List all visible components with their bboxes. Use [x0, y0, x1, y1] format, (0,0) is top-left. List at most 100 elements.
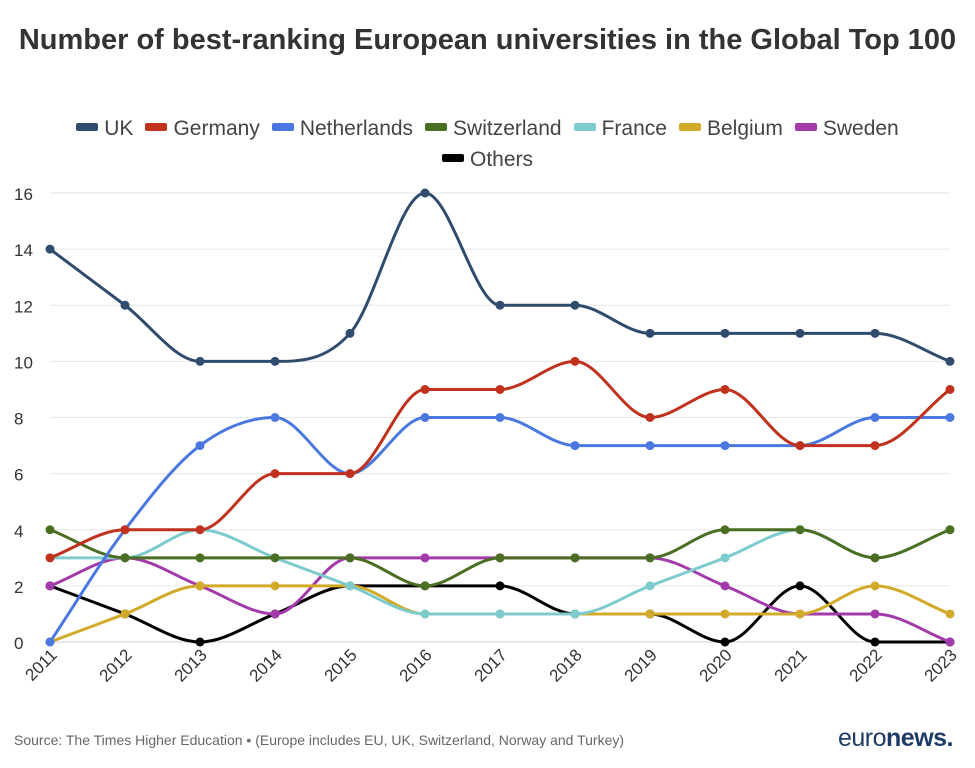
legend-label: Belgium [706, 117, 783, 140]
data-point [345, 469, 355, 479]
data-point [420, 553, 430, 563]
data-point [570, 356, 580, 366]
data-point [45, 637, 55, 647]
data-point [420, 581, 430, 591]
series-france [45, 525, 955, 619]
logo-light: euro [837, 724, 887, 752]
data-point [270, 356, 280, 366]
data-point [870, 553, 880, 563]
data-point [420, 188, 430, 198]
data-point [120, 609, 130, 619]
y-tick-label: 14 [14, 241, 33, 260]
data-point [345, 553, 355, 563]
data-point [870, 637, 880, 647]
x-tick-label: 2022 [846, 645, 886, 685]
data-point [870, 609, 880, 619]
x-tick-label: 2020 [696, 645, 736, 685]
legend-item-5[interactable]: Belgium [678, 113, 783, 144]
series-line [50, 528, 951, 616]
data-point [45, 525, 55, 535]
data-point [495, 300, 505, 310]
data-point [195, 581, 205, 591]
legend-swatch [425, 123, 448, 132]
legend-label: France [601, 117, 667, 140]
series-germany [45, 356, 955, 563]
data-point [870, 413, 880, 422]
data-point [420, 413, 430, 422]
data-point [945, 413, 955, 422]
x-tick-label: 2011 [22, 645, 61, 684]
legend-swatch [573, 123, 596, 132]
data-point [870, 581, 880, 591]
legend-swatch [441, 154, 464, 163]
data-point [495, 553, 505, 563]
legend-label: UK [104, 117, 134, 140]
series-sweden [45, 553, 955, 647]
legend-item-4[interactable]: France [573, 113, 667, 144]
x-tick-label: 2019 [621, 645, 661, 685]
data-point [795, 609, 805, 619]
series-uk [45, 188, 955, 366]
data-point [945, 609, 955, 619]
legend-item-3[interactable]: Switzerland [425, 113, 562, 144]
y-tick-label: 16 [14, 185, 33, 204]
legend-item-7[interactable]: Others [441, 144, 534, 175]
data-point [645, 581, 655, 591]
euronews-logo: euronews. [837, 724, 954, 753]
data-point [720, 609, 730, 619]
data-point [945, 637, 955, 647]
x-tick-label: 2023 [921, 645, 961, 685]
legend-item-2[interactable]: Netherlands [271, 113, 414, 144]
data-point [120, 525, 130, 535]
y-tick-label: 12 [14, 297, 33, 316]
data-point [570, 609, 580, 619]
data-point [570, 553, 580, 563]
data-point [120, 300, 130, 310]
x-tick-label: 2016 [396, 645, 436, 685]
legend-label: Netherlands [299, 117, 414, 140]
legend-swatch [794, 123, 817, 132]
y-tick-label: 8 [14, 410, 23, 429]
data-point [795, 441, 805, 451]
data-point [645, 413, 655, 422]
data-point [645, 328, 655, 338]
data-point [570, 441, 580, 451]
data-point [945, 384, 955, 394]
legend-item-0[interactable]: UK [76, 113, 133, 144]
x-tick-label: 2015 [321, 645, 361, 685]
data-point [645, 553, 655, 563]
legend-label: Germany [173, 117, 260, 140]
data-point [795, 328, 805, 338]
data-point [270, 609, 280, 619]
data-point [945, 525, 955, 535]
data-point [570, 300, 580, 310]
data-point [495, 581, 505, 591]
x-tick-label: 2017 [471, 645, 511, 685]
data-point [270, 553, 280, 563]
x-tick-label: 2013 [171, 645, 211, 685]
legend-label: Others [469, 148, 534, 171]
data-point [720, 328, 730, 338]
legend-item-6[interactable]: Sweden [794, 113, 899, 144]
y-tick-label: 0 [14, 634, 23, 653]
data-point [45, 244, 55, 254]
y-tick-label: 6 [14, 466, 23, 485]
x-tick-label: 2012 [96, 645, 136, 685]
data-point [720, 384, 730, 394]
data-point [420, 609, 430, 619]
data-point [720, 441, 730, 451]
data-point [195, 553, 205, 563]
legend-item-1[interactable]: Germany [145, 113, 260, 144]
data-point [495, 413, 505, 422]
legend-label: Sweden [822, 117, 899, 140]
y-tick-label: 2 [14, 578, 23, 597]
y-tick-label: 4 [14, 522, 23, 541]
data-point [195, 525, 205, 535]
legend-swatch [76, 123, 99, 132]
series-switzerland [45, 525, 955, 591]
data-point [870, 328, 880, 338]
data-point [270, 469, 280, 479]
data-point [195, 637, 205, 647]
data-point [720, 553, 730, 563]
data-point [120, 553, 130, 563]
